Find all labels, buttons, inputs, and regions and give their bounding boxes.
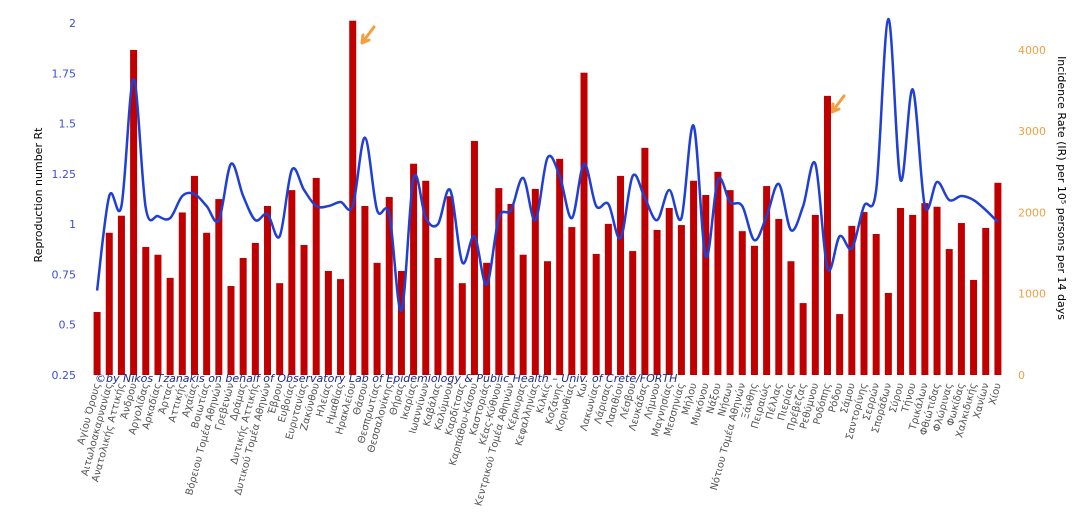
bar [93,312,101,375]
bar [848,225,856,375]
bar [239,257,247,375]
y-tick-label: 1.25 [52,168,77,181]
bar [653,229,661,375]
bar [617,175,625,375]
bar [178,212,186,375]
bar [349,20,357,376]
bar [203,232,211,375]
bar [811,214,819,375]
bar [592,253,600,375]
bar [763,186,771,375]
bar [665,208,673,375]
y-tick-label: 0.25 [52,369,77,382]
bar [544,261,551,375]
y2-tick-label: 4000 [1018,44,1046,57]
bar [726,190,734,375]
bar [397,270,405,375]
bar [677,225,685,375]
bar [434,257,442,375]
bar [264,205,272,375]
bar [860,212,868,375]
y2-tick-label: 3000 [1018,125,1046,138]
bar [994,182,1002,375]
arrow [360,25,376,45]
bar [641,147,649,375]
bar [921,203,929,375]
bar [580,72,588,376]
bar [507,203,515,375]
bar [142,247,150,375]
bar [215,199,223,375]
y2-tick-label: 1000 [1018,288,1046,301]
rt-line [95,17,999,312]
y2-tick-label: 2000 [1018,206,1046,219]
bar [519,254,527,375]
bar [227,286,235,375]
y-tick-label: 0.5 [59,319,77,332]
bar [823,95,831,375]
bar [738,231,746,375]
bar [130,49,138,375]
bar [714,171,722,375]
bar [836,314,844,375]
bar [556,158,564,375]
y-tick-label: 1 [69,218,76,231]
bar [105,232,113,375]
bar [884,292,892,375]
bar [604,223,612,375]
y2-axis-title: Incidence Rate (IR) per 10⁵ persons per … [1055,56,1068,320]
bar [300,244,308,375]
y-axis-title: Reproduction number Rt [32,127,45,263]
bar [787,261,795,375]
bar [750,245,758,375]
x-tick-label: Κω [575,382,589,399]
bar [982,227,990,375]
bar [251,242,259,375]
bar [933,206,941,375]
bar [324,270,332,375]
y2-tick-label: 0 [1018,369,1025,382]
bar [483,262,491,375]
bar [288,190,296,375]
y-tick-label: 0.75 [52,268,77,281]
bar [690,180,698,375]
bar [337,279,345,375]
bar [190,175,198,375]
bar [276,283,284,375]
bar [799,303,807,375]
bar [373,262,381,375]
y-tick-label: 1.75 [52,67,77,80]
bar [458,283,466,375]
bar [446,196,454,375]
bar [166,277,174,375]
bar [154,254,162,375]
bar [945,249,953,375]
bar [702,195,710,375]
bar [629,251,637,375]
arrow [830,94,846,114]
bar [495,188,503,375]
bar [422,180,430,375]
bar [361,205,369,375]
bar [312,177,320,375]
bar [775,218,783,375]
bar [897,208,905,375]
bar [470,140,478,375]
bar [957,223,965,375]
bar [410,163,418,375]
bar [872,234,880,375]
annotation: ©by Nikos Tzanakis on behalf of Observat… [95,372,677,385]
bar [970,279,978,375]
bar [531,188,539,375]
bar [909,214,917,375]
bar [117,215,125,375]
bar [385,197,393,375]
y-tick-label: 2 [69,17,76,30]
bar [568,227,576,375]
y-tick-label: 1.5 [59,118,77,131]
x-tick-label: Χίου [986,381,1003,406]
